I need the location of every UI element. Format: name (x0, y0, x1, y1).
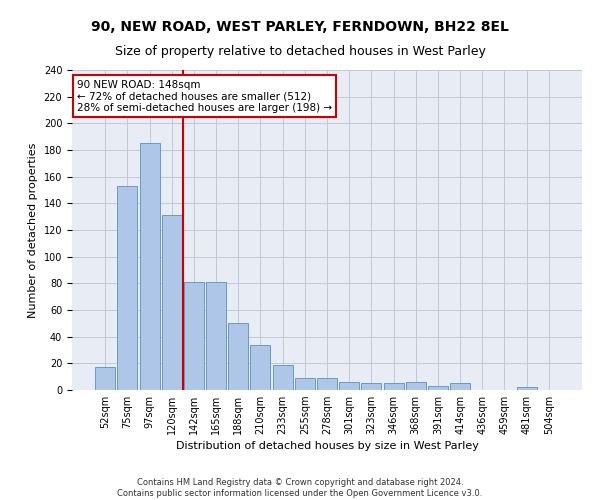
Bar (140, 144, 160, 390)
Bar (406, 382, 426, 390)
Bar (317, 378, 337, 390)
Bar (272, 364, 293, 390)
Y-axis label: Number of detached properties: Number of detached properties (28, 142, 38, 318)
Bar (118, 186, 137, 390)
Bar (517, 388, 536, 390)
Bar (162, 216, 182, 390)
Bar (450, 384, 470, 390)
Bar (361, 384, 382, 390)
Bar (184, 282, 204, 390)
Bar (383, 384, 404, 390)
Text: Size of property relative to detached houses in West Parley: Size of property relative to detached ho… (115, 45, 485, 58)
Bar (339, 382, 359, 390)
Bar (95, 368, 115, 390)
Bar (228, 324, 248, 390)
Text: 90, NEW ROAD, WEST PARLEY, FERNDOWN, BH22 8EL: 90, NEW ROAD, WEST PARLEY, FERNDOWN, BH2… (91, 20, 509, 34)
Bar (250, 344, 271, 390)
Text: Contains HM Land Registry data © Crown copyright and database right 2024.
Contai: Contains HM Land Registry data © Crown c… (118, 478, 482, 498)
Text: 90 NEW ROAD: 148sqm
← 72% of detached houses are smaller (512)
28% of semi-detac: 90 NEW ROAD: 148sqm ← 72% of detached ho… (77, 80, 332, 113)
Bar (206, 282, 226, 390)
X-axis label: Distribution of detached houses by size in West Parley: Distribution of detached houses by size … (176, 442, 478, 452)
Bar (428, 386, 448, 390)
Bar (295, 378, 315, 390)
